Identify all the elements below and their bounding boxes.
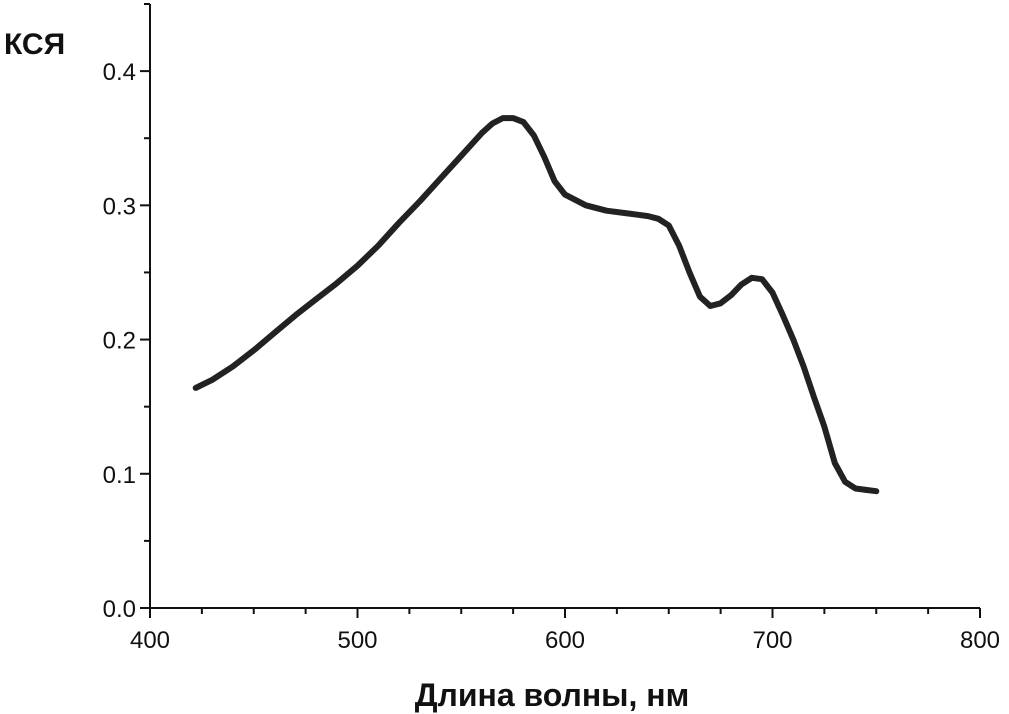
x-tick-label: 600 bbox=[545, 627, 585, 654]
y-axis-label: КСЯ bbox=[4, 28, 65, 61]
x-axis-ticks: 400 500 600 700 800 bbox=[130, 608, 1000, 654]
x-tick-label: 700 bbox=[752, 627, 792, 654]
x-axis-label: Длина волны, нм bbox=[415, 677, 690, 713]
x-tick-label: 500 bbox=[337, 627, 377, 654]
y-tick-label: 0.0 bbox=[103, 596, 136, 623]
spectrum-line bbox=[192, 115, 880, 495]
y-tick-label: 0.3 bbox=[103, 193, 136, 220]
x-tick-label: 400 bbox=[130, 627, 170, 654]
y-tick-label: 0.1 bbox=[103, 462, 136, 489]
y-axis-ticks: 0.0 0.1 0.2 0.3 0.4 bbox=[103, 3, 150, 623]
x-tick-label: 800 bbox=[960, 627, 1000, 654]
y-tick-label: 0.4 bbox=[103, 59, 136, 86]
y-tick-label: 0.2 bbox=[103, 328, 136, 355]
